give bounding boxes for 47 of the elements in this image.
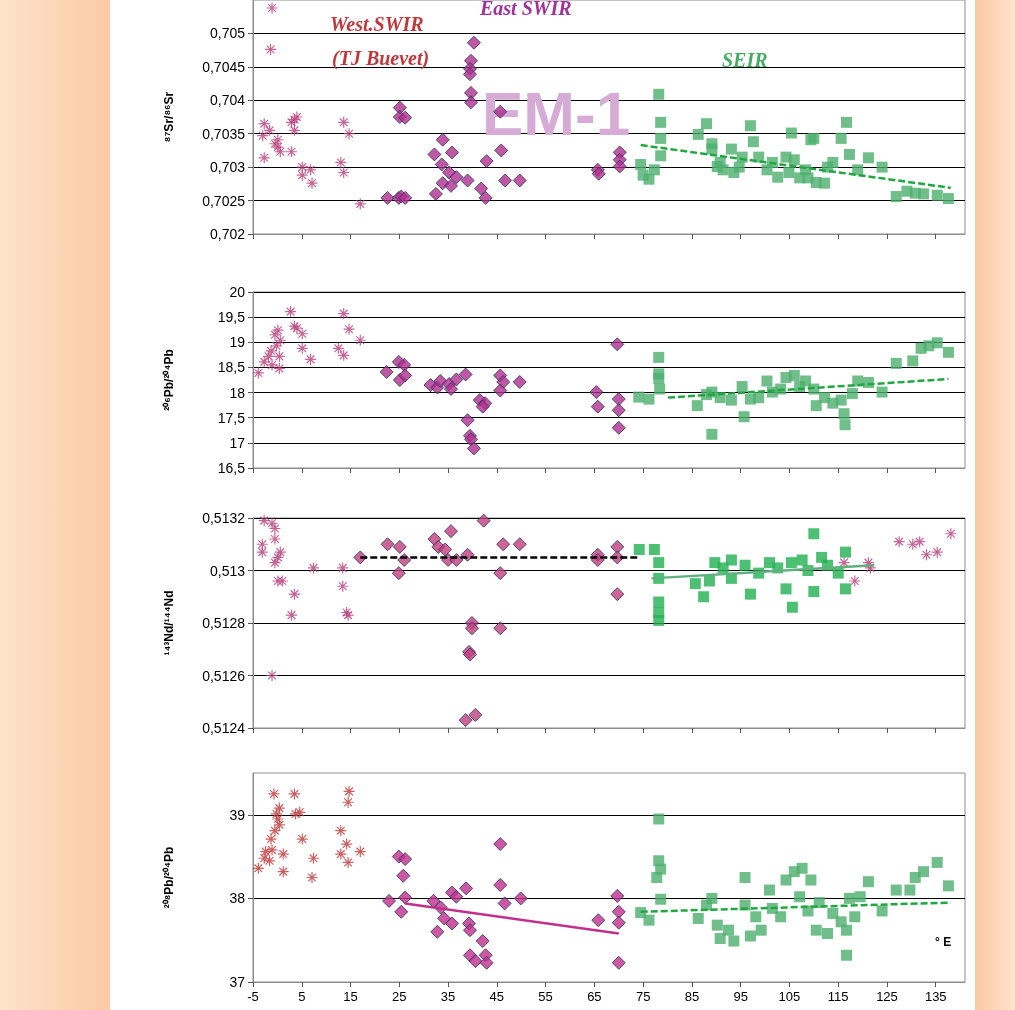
y-tick-label: 0,702: [209, 226, 246, 242]
y-tick-label: 38: [229, 890, 246, 907]
x-tick-label: 65: [587, 989, 602, 1004]
y-tick-label: 0,703: [209, 159, 246, 176]
x-tick-label: 125: [876, 989, 898, 1004]
annotation: (TJ Buevet): [332, 47, 430, 70]
annotation: SEIR: [722, 49, 768, 71]
x-tick-label: -5: [247, 989, 259, 1004]
y-tick-label: 0,5128: [202, 615, 246, 631]
x-tick-label: 5: [298, 989, 306, 1004]
x-tick-label: 15: [343, 989, 358, 1004]
y-tick-label: 37: [229, 974, 246, 990]
y-tick-label: 39: [229, 806, 246, 823]
y-tick-label: 18: [229, 384, 246, 401]
x-tick-label: 35: [440, 989, 456, 1004]
x-tick-label: 75: [635, 989, 651, 1004]
y-tick-label: 0,705: [209, 25, 246, 42]
x-tick-label: 45: [489, 989, 505, 1004]
y-axis-title: ⁸⁷Sr/⁸⁶Sr: [162, 91, 176, 143]
y-tick-label: 0,704: [209, 92, 246, 109]
annotation: East SWIR: [479, 0, 572, 19]
y-axis-title: ²⁰⁸Pb/²⁰⁴Pb: [162, 846, 176, 909]
y-tick-label: 18,5: [217, 359, 246, 376]
x-tick-label: 135: [924, 989, 947, 1004]
y-tick-label: 20: [229, 284, 246, 300]
y-tick-label: 0,7025: [202, 192, 246, 209]
x-tick-label: 55: [538, 989, 553, 1004]
x-tick-label: 115: [827, 989, 849, 1004]
y-axis-title: ¹⁴³Nd/¹⁴⁴Nd: [162, 590, 176, 656]
y-tick-label: 19: [229, 334, 246, 351]
y-tick-label: 0,7035: [202, 125, 246, 142]
y-tick-label: 0,5124: [202, 720, 246, 736]
y-tick-label: 0,5126: [202, 667, 246, 684]
x-tick-label: 95: [733, 989, 748, 1004]
x-tick-label: 85: [684, 989, 700, 1004]
y-tick-label: 17,5: [217, 409, 246, 426]
y-tick-label: 0,513: [209, 562, 246, 579]
y-axis-title: ²⁰⁶Pb/²⁰⁴Pb: [162, 349, 176, 411]
y-tick-label: 19,5: [217, 309, 246, 326]
x-tick-label: 25: [392, 989, 407, 1004]
y-tick-label: 17: [229, 434, 246, 451]
annotation: West.SWIR: [330, 13, 424, 35]
y-tick-label: 16,5: [217, 460, 246, 476]
annotation: ° E: [935, 935, 952, 949]
y-tick-label: 0,5132: [202, 510, 246, 526]
x-tick-label: 105: [778, 989, 801, 1004]
y-tick-label: 0,7045: [202, 58, 246, 75]
